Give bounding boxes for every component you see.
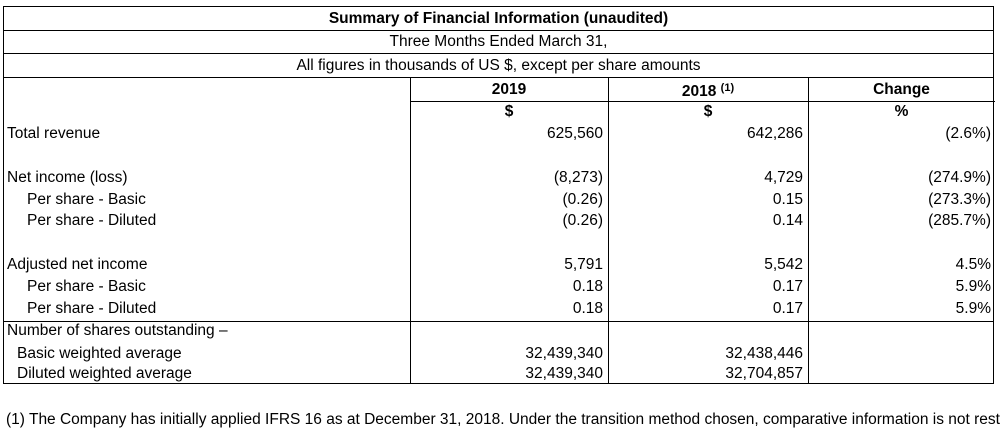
value-2019: 32,439,340: [525, 345, 603, 362]
value-2019: 0.18: [572, 278, 603, 295]
value-2019: 625,560: [546, 125, 603, 142]
row-label: Per share - Basic: [27, 191, 146, 208]
value-2018: 0.15: [772, 191, 803, 208]
value-change: (274.9%): [928, 169, 991, 186]
value-2018: 4,729: [764, 169, 803, 186]
value-change: 5.9%: [955, 300, 991, 317]
column-header-change: Change: [873, 81, 930, 98]
value-2018: 32,438,446: [725, 345, 803, 362]
row-label: Basic weighted average: [17, 345, 182, 362]
column-unit-change: %: [894, 103, 909, 120]
section-divider: [4, 321, 993, 322]
column-divider: [608, 78, 609, 383]
column-divider: [808, 78, 809, 383]
footnote: (1) The Company has initially applied IF…: [6, 411, 1000, 428]
value-2019: (8,273): [553, 169, 603, 186]
value-change: 5.9%: [955, 278, 991, 295]
row-label: Net income (loss): [7, 169, 128, 186]
header-underline: [410, 101, 995, 102]
value-change: (273.3%): [928, 191, 991, 208]
row-label: Per share - Diluted: [27, 212, 157, 229]
value-2018: 0.14: [772, 212, 803, 229]
row-label: Adjusted net income: [7, 256, 148, 273]
value-2018: 0.17: [772, 300, 803, 317]
value-2018: 642,286: [746, 125, 803, 142]
value-change: (285.7%): [928, 212, 991, 229]
column-header-2018: 2018 (1): [608, 78, 808, 100]
column-unit-2018: $: [703, 103, 713, 120]
value-2018: 5,542: [764, 256, 803, 273]
row-label: Total revenue: [7, 125, 101, 142]
value-2019: 0.18: [572, 300, 603, 317]
value-change: 4.5%: [955, 256, 991, 273]
value-2019: 32,439,340: [525, 365, 603, 382]
value-2019: (0.26): [562, 212, 604, 229]
row-label: Per share - Basic: [27, 278, 146, 295]
value-change: (2.6%): [945, 125, 991, 142]
column-unit-2019: $: [504, 103, 514, 120]
column-divider: [410, 78, 411, 383]
table-title: Summary of Financial Information (unaudi…: [4, 7, 993, 31]
value-2018: 0.17: [772, 278, 803, 295]
row-label: Per share - Diluted: [27, 300, 157, 317]
financial-summary-table: Summary of Financial Information (unaudi…: [3, 6, 995, 384]
table-units-note: All figures in thousands of US $, except…: [4, 54, 993, 78]
table-period: Three Months Ended March 31,: [4, 31, 993, 54]
row-label: Number of shares outstanding –: [7, 322, 228, 339]
value-2018: 32,704,857: [725, 365, 803, 382]
column-header-2018-label: 2018: [681, 83, 717, 100]
value-2019: (0.26): [562, 191, 604, 208]
column-header-2019: 2019: [491, 81, 527, 98]
row-label: Diluted weighted average: [17, 365, 192, 382]
column-header-2018-footnote-ref: (1): [720, 82, 735, 94]
value-2019: 5,791: [564, 256, 603, 273]
